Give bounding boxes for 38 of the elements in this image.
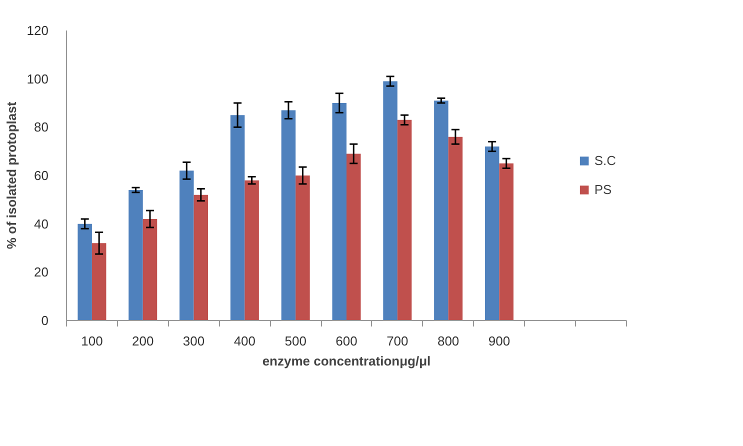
x-tick-label: 500: [284, 334, 306, 348]
bar: [499, 163, 514, 320]
x-tick-label: 200: [132, 334, 154, 348]
y-tick-label: 120: [26, 23, 49, 38]
bar: [244, 180, 259, 320]
y-tick-label: 40: [34, 216, 49, 232]
bar: [142, 219, 158, 320]
bar: [194, 194, 208, 320]
bar: [92, 243, 106, 320]
y-axis-title: % of isolated protoplast: [4, 101, 19, 250]
legend-label: S.C: [594, 153, 616, 168]
x-tick-label: 800: [437, 334, 460, 348]
bar: [180, 170, 194, 320]
y-tick-label: 60: [34, 168, 49, 183]
bar: [434, 100, 448, 320]
y-tick-label: 80: [34, 120, 49, 135]
bar: [383, 81, 398, 320]
bar: [332, 103, 346, 320]
x-axis-title: enzyme concentrationμg/μl: [262, 354, 431, 368]
bar: [346, 154, 361, 320]
x-tick-label: 600: [336, 334, 358, 348]
bar: [230, 115, 245, 320]
x-tick-label: 100: [81, 334, 103, 348]
y-tick-label: 100: [26, 71, 49, 86]
y-tick-label: 20: [34, 264, 49, 280]
x-tick-label: 700: [386, 334, 408, 348]
bar: [281, 110, 296, 320]
y-tick-label: 0: [41, 313, 49, 328]
x-tick-label: 400: [234, 334, 256, 348]
bar: [78, 224, 92, 320]
bar: [296, 176, 310, 320]
bar: [128, 190, 143, 320]
bar: [484, 146, 500, 320]
legend-label: PS: [594, 182, 613, 197]
bar: [397, 120, 412, 320]
x-tick-label: 300: [182, 334, 205, 348]
x-tick-label: 900: [488, 334, 510, 348]
bar: [448, 136, 463, 320]
